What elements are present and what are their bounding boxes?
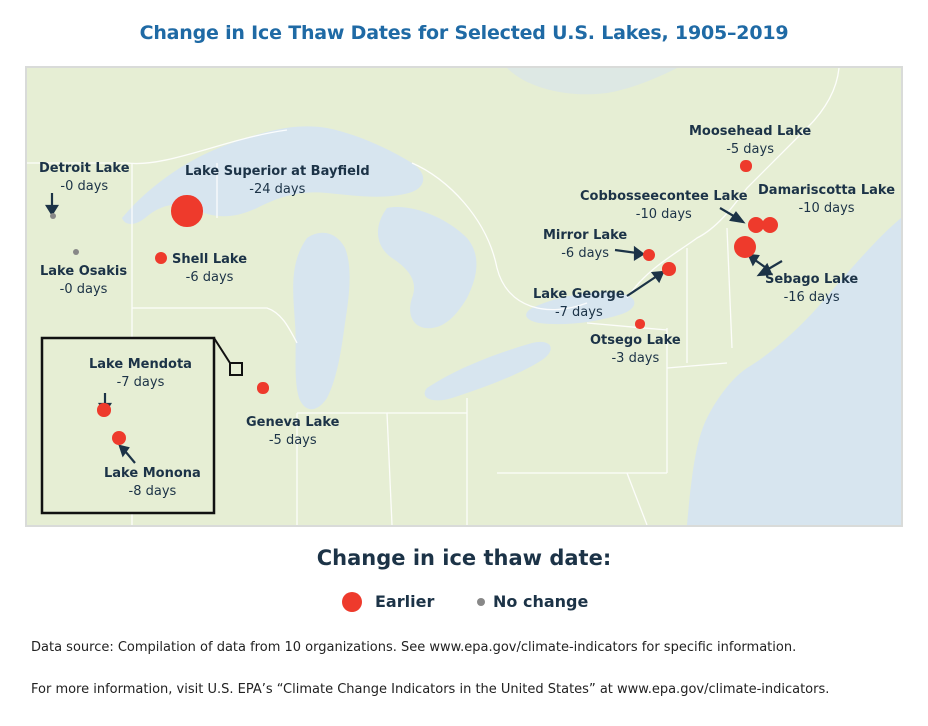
data-source-note: Data source: Compilation of data from 10… bbox=[31, 640, 797, 655]
lake-marker-damariscotta-lake bbox=[761, 216, 779, 234]
legend-no-change-marker bbox=[477, 598, 485, 606]
label-mirror-lake: Mirror Lake -6 days bbox=[543, 228, 628, 261]
lake-marker-otsego-lake bbox=[635, 319, 645, 329]
map-title: Change in Ice Thaw Dates for Selected U.… bbox=[139, 22, 789, 44]
lake-marker-lake-mendota bbox=[97, 403, 111, 417]
label-damariscotta-lake: Damariscotta Lake -10 days bbox=[758, 183, 896, 216]
lake-huron bbox=[377, 207, 477, 329]
canada-water bbox=[507, 68, 677, 95]
lake-marker-mirror-lake bbox=[642, 248, 656, 262]
lake-marker-lake-superior-at-bayfield bbox=[171, 195, 203, 227]
legend-earlier-marker bbox=[342, 592, 362, 612]
lake-ontario bbox=[526, 292, 635, 325]
legend-earlier-label: Earlier bbox=[375, 592, 435, 611]
lake-marker-detroit-lake bbox=[50, 213, 56, 219]
more-info-note: For more information, visit U.S. EPA’s “… bbox=[31, 682, 830, 697]
label-detroit-lake: Detroit Lake -0 days bbox=[39, 161, 130, 194]
lakes-map: Detroit Lake -0 days Lake Superior at Bay… bbox=[25, 66, 903, 527]
lake-erie bbox=[424, 341, 551, 401]
lake-marker-lake-osakis bbox=[73, 249, 79, 255]
label-lake-george: Lake George -7 days bbox=[533, 287, 625, 320]
lake-marker-cobbosseecontee-lake bbox=[747, 216, 765, 234]
legend-title: Change in ice thaw date: bbox=[316, 546, 612, 570]
lake-marker-moosehead-lake bbox=[740, 160, 752, 172]
label-cobbosseecontee-lake: Cobbosseecontee Lake -10 days bbox=[580, 189, 748, 222]
label-sebago-lake: Sebago Lake -16 days bbox=[765, 272, 859, 305]
label-geneva-lake: Geneva Lake -5 days bbox=[246, 415, 340, 448]
lake-marker-geneva-lake bbox=[257, 382, 269, 394]
lake-marker-sebago-lake bbox=[733, 235, 757, 259]
lake-marker-lake-monona bbox=[111, 430, 127, 446]
atlantic-ocean bbox=[687, 218, 901, 525]
lake-michigan bbox=[293, 232, 350, 410]
lake-marker-shell-lake bbox=[154, 251, 168, 265]
label-shell-lake: Shell Lake -6 days bbox=[172, 252, 248, 285]
lake-marker-lake-george bbox=[662, 262, 676, 276]
inset-locator bbox=[229, 362, 243, 376]
legend-no-change-label: No change bbox=[493, 592, 589, 611]
inset-box bbox=[40, 336, 216, 515]
label-otsego-lake: Otsego Lake -3 days bbox=[590, 333, 681, 366]
label-lake-osakis: Lake Osakis -0 days bbox=[40, 264, 128, 297]
label-lake-mendota: Lake Mendota -7 days bbox=[89, 357, 192, 390]
label-moosehead-lake: Moosehead Lake -5 days bbox=[689, 124, 812, 157]
label-lake-superior: Lake Superior at Bayfield -24 days bbox=[185, 164, 370, 197]
label-lake-monona: Lake Monona -8 days bbox=[104, 466, 201, 499]
